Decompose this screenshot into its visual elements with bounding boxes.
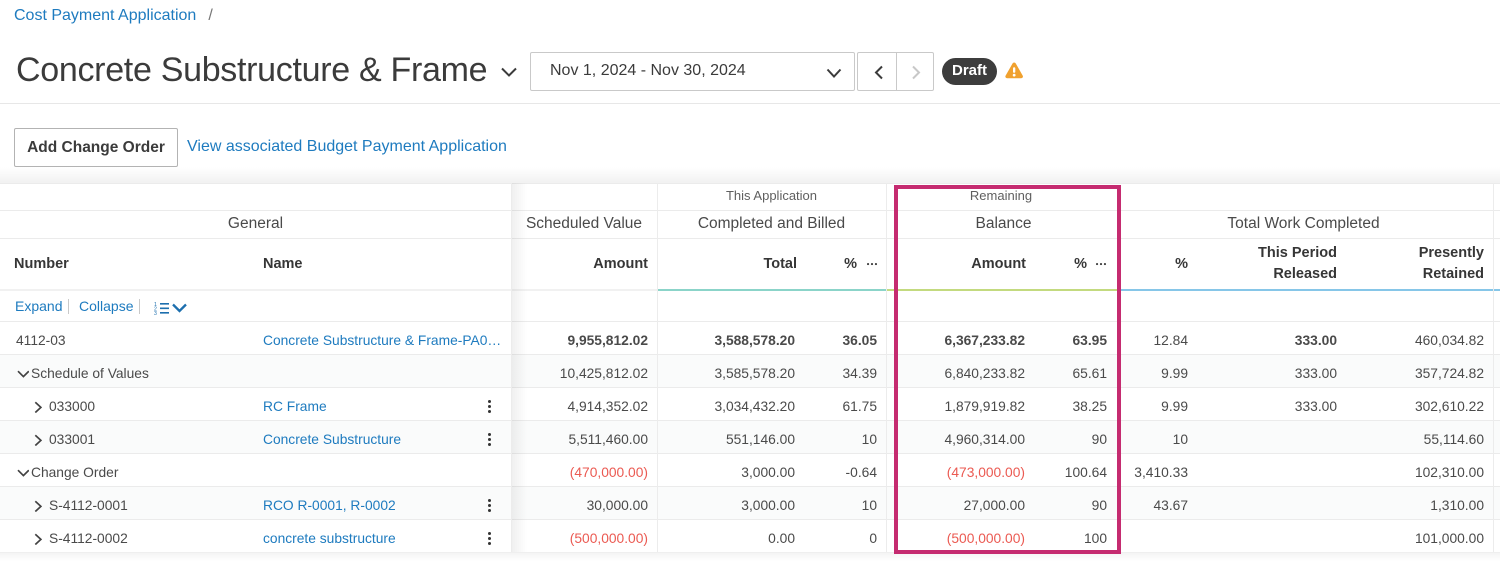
svg-text:1: 1	[154, 302, 157, 308]
svg-text:2: 2	[154, 306, 157, 312]
svg-text:3: 3	[154, 311, 157, 315]
